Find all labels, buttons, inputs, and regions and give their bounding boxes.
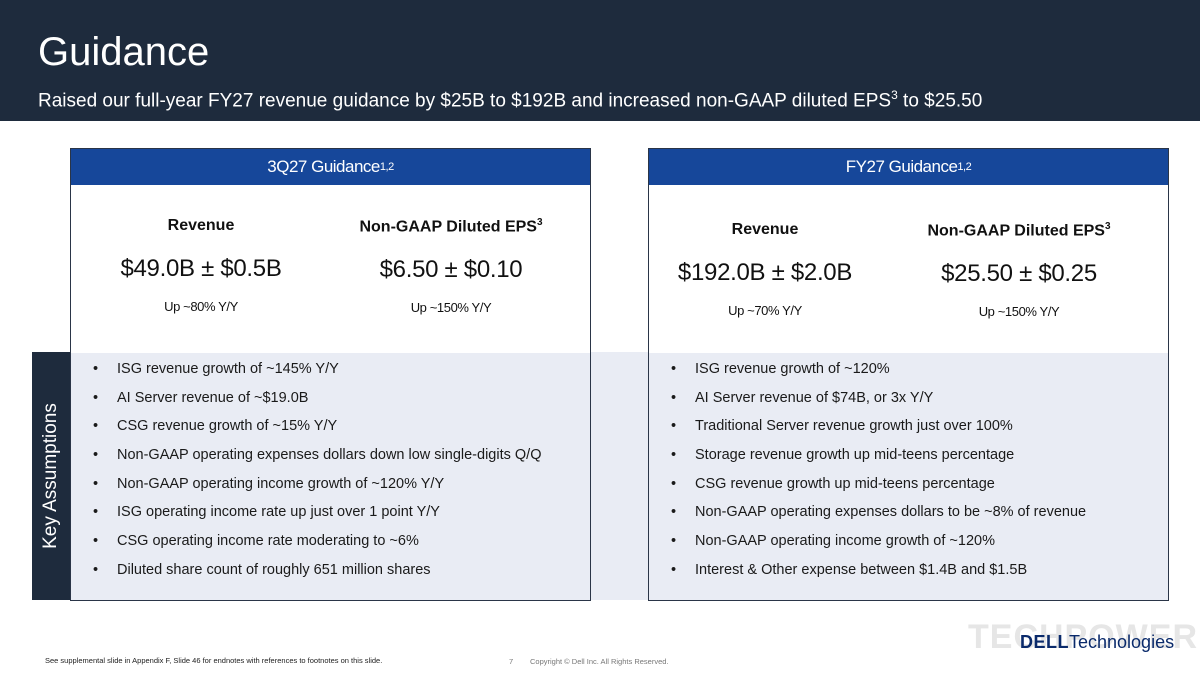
panel-title: FY27 Guidance 1,2: [649, 149, 1168, 185]
list-item: • CSG revenue growth of ~15% Y/Y: [93, 412, 541, 441]
footnote-text: See supplemental slide in Appendix F, Sl…: [45, 656, 383, 665]
bullet-icon: •: [671, 389, 677, 406]
revenue-metric: Revenue $49.0B ± $0.5B Up ~80% Y/Y: [71, 217, 331, 314]
key-assumptions-label: Key Assumptions: [40, 403, 61, 549]
list-item: • Non-GAAP operating expenses dollars to …: [671, 498, 1086, 527]
list-item: • AI Server revenue of ~$19.0B: [93, 384, 541, 413]
metrics-section: Revenue $192.0B ± $2.0B Up ~70% Y/Y Non-…: [649, 185, 1168, 353]
bullet-icon: •: [93, 504, 99, 521]
list-item-text: CSG revenue growth up mid-teens percenta…: [695, 475, 995, 492]
page-subtitle: Raised our full-year FY27 revenue guidan…: [38, 88, 982, 112]
list-item-text: ISG revenue growth of ~145% Y/Y: [117, 361, 339, 377]
list-item: • Diluted share count of roughly 651 mill…: [93, 556, 541, 585]
list-item-text: Interest & Other expense between $1.4B a…: [695, 561, 1028, 578]
metric-value: $25.50 ± $0.25: [941, 260, 1097, 288]
watermark: TECHPOWERUP: [968, 618, 1200, 656]
list-item-text: Non-GAAP operating income growth of ~120…: [695, 533, 995, 550]
metrics-section: Revenue $49.0B ± $0.5B Up ~80% Y/Y Non-G…: [71, 185, 590, 353]
key-assumptions-band: [32, 352, 1168, 600]
eps-metric: Non-GAAP Diluted EPS3 $25.50 ± $0.25 Up …: [889, 221, 1149, 319]
metric-value: $6.50 ± $0.10: [379, 256, 523, 284]
metric-growth: Up ~150% Y/Y: [410, 300, 492, 316]
panel-title-text: FY27 Guidance: [845, 157, 958, 176]
metric-value: $192.0B ± $2.0B: [677, 259, 853, 286]
list-item-text: Non-GAAP operating expenses dollars to b…: [695, 504, 1087, 521]
list-item: • CSG operating income rate moderating to…: [93, 527, 541, 556]
metric-growth: Up ~150% Y/Y: [978, 304, 1060, 320]
list-item-text: ISG operating income rate up just over 1…: [117, 504, 440, 521]
list-item: • ISG revenue growth of ~120%: [671, 355, 1086, 384]
list-item-text: ISG revenue growth of ~120%: [695, 361, 890, 377]
list-item-text: AI Server revenue of ~$19.0B: [117, 389, 309, 406]
subtitle-tail: to $25.50: [897, 90, 983, 112]
bullet-icon: •: [671, 561, 677, 578]
revenue-metric: Revenue $192.0B ± $2.0B Up ~70% Y/Y: [635, 221, 895, 318]
list-item-text: AI Server revenue of $74B, or 3x Y/Y: [695, 389, 934, 406]
list-item-text: CSG revenue growth of ~15% Y/Y: [117, 418, 338, 435]
subtitle-footnote: 3: [891, 88, 898, 102]
list-item: • ISG revenue growth of ~145% Y/Y: [93, 355, 541, 384]
bullet-icon: •: [93, 418, 99, 435]
guidance-panel-3q27: 3Q27 Guidance 1,2 Revenue $49.0B ± $0.5B …: [70, 148, 591, 601]
list-item-text: CSG operating income rate moderating to …: [117, 533, 419, 550]
panel-title-footnote: 1,2: [957, 161, 972, 173]
metric-label-text: Non-GAAP Diluted EPS: [359, 218, 537, 236]
page-number: 7: [509, 657, 514, 666]
list-item-text: Storage revenue growth up mid-teens perc…: [695, 447, 1015, 464]
copyright-text: Copyright © Dell Inc. All Rights Reserve…: [530, 657, 669, 666]
key-assumptions-label-bg: [32, 352, 70, 600]
list-item: • Traditional Server revenue growth just …: [671, 412, 1086, 441]
bullet-icon: •: [671, 361, 677, 377]
list-item: • Non-GAAP operating income growth of ~12…: [671, 527, 1086, 556]
list-item: • ISG operating income rate up just over …: [93, 498, 541, 527]
metric-growth: Up ~80% Y/Y: [164, 299, 238, 314]
header-bar: Guidance Raised our full-year FY27 reven…: [0, 0, 1200, 121]
panel-title-footnote: 1,2: [379, 161, 394, 173]
logo-suffix: Technologies: [1069, 632, 1175, 652]
metric-label-footnote: 3: [536, 217, 543, 228]
list-item: • Non-GAAP operating income growth of ~12…: [93, 470, 541, 499]
list-item: • Storage revenue growth up mid-teens per…: [671, 441, 1086, 470]
list-item-text: Traditional Server revenue growth just o…: [695, 418, 1013, 435]
metric-value: $49.0B ± $0.5B: [120, 255, 282, 282]
metric-label: Non-GAAP Diluted EPS3: [321, 217, 581, 236]
list-item-text: Diluted share count of roughly 651 milli…: [117, 561, 431, 578]
metric-growth: Up ~70% Y/Y: [728, 303, 802, 318]
bullet-icon: •: [93, 533, 99, 550]
bullet-icon: •: [671, 447, 677, 464]
bullet-icon: •: [93, 447, 99, 464]
bullet-icon: •: [93, 389, 99, 406]
assumptions-list: • ISG revenue growth of ~120% • AI Server …: [671, 355, 1086, 585]
eps-metric: Non-GAAP Diluted EPS3 $6.50 ± $0.10 Up ~…: [321, 217, 581, 315]
bullet-icon: •: [93, 475, 99, 492]
list-item: • AI Server revenue of $74B, or 3x Y/Y: [671, 384, 1086, 413]
panel-title: 3Q27 Guidance 1,2: [71, 149, 590, 185]
page-title: Guidance: [38, 30, 210, 74]
list-item: • Interest & Other expense between $1.4B …: [671, 556, 1086, 585]
panel-title-text: 3Q27 Guidance: [267, 157, 380, 176]
list-item-text: Non-GAAP operating income growth of ~120…: [117, 475, 445, 492]
dell-technologies-logo: DELLTechnologies: [1020, 632, 1174, 653]
metric-label-text: Non-GAAP Diluted EPS: [927, 222, 1105, 240]
bullet-icon: •: [93, 361, 99, 377]
list-item-text: Non-GAAP operating expenses dollars down…: [117, 447, 542, 464]
metric-label: Non-GAAP Diluted EPS3: [889, 221, 1149, 240]
bullet-icon: •: [671, 504, 677, 521]
bullet-icon: •: [671, 475, 677, 492]
bullet-icon: •: [93, 561, 99, 578]
assumptions-list: • ISG revenue growth of ~145% Y/Y • AI Ser…: [93, 355, 541, 585]
subtitle-text: Raised our full-year FY27 revenue guidan…: [38, 90, 892, 112]
list-item: • Non-GAAP operating expenses dollars dow…: [93, 441, 541, 470]
bullet-icon: •: [671, 418, 677, 435]
bullet-icon: •: [671, 533, 677, 550]
metric-label-footnote: 3: [1104, 221, 1111, 232]
logo-brand: DELL: [1020, 632, 1069, 652]
metric-label: Revenue: [731, 221, 799, 238]
guidance-panel-fy27: FY27 Guidance 1,2 Revenue $192.0B ± $2.0B…: [648, 148, 1169, 601]
metric-label: Revenue: [167, 217, 235, 234]
list-item: • CSG revenue growth up mid-teens percent…: [671, 470, 1086, 499]
